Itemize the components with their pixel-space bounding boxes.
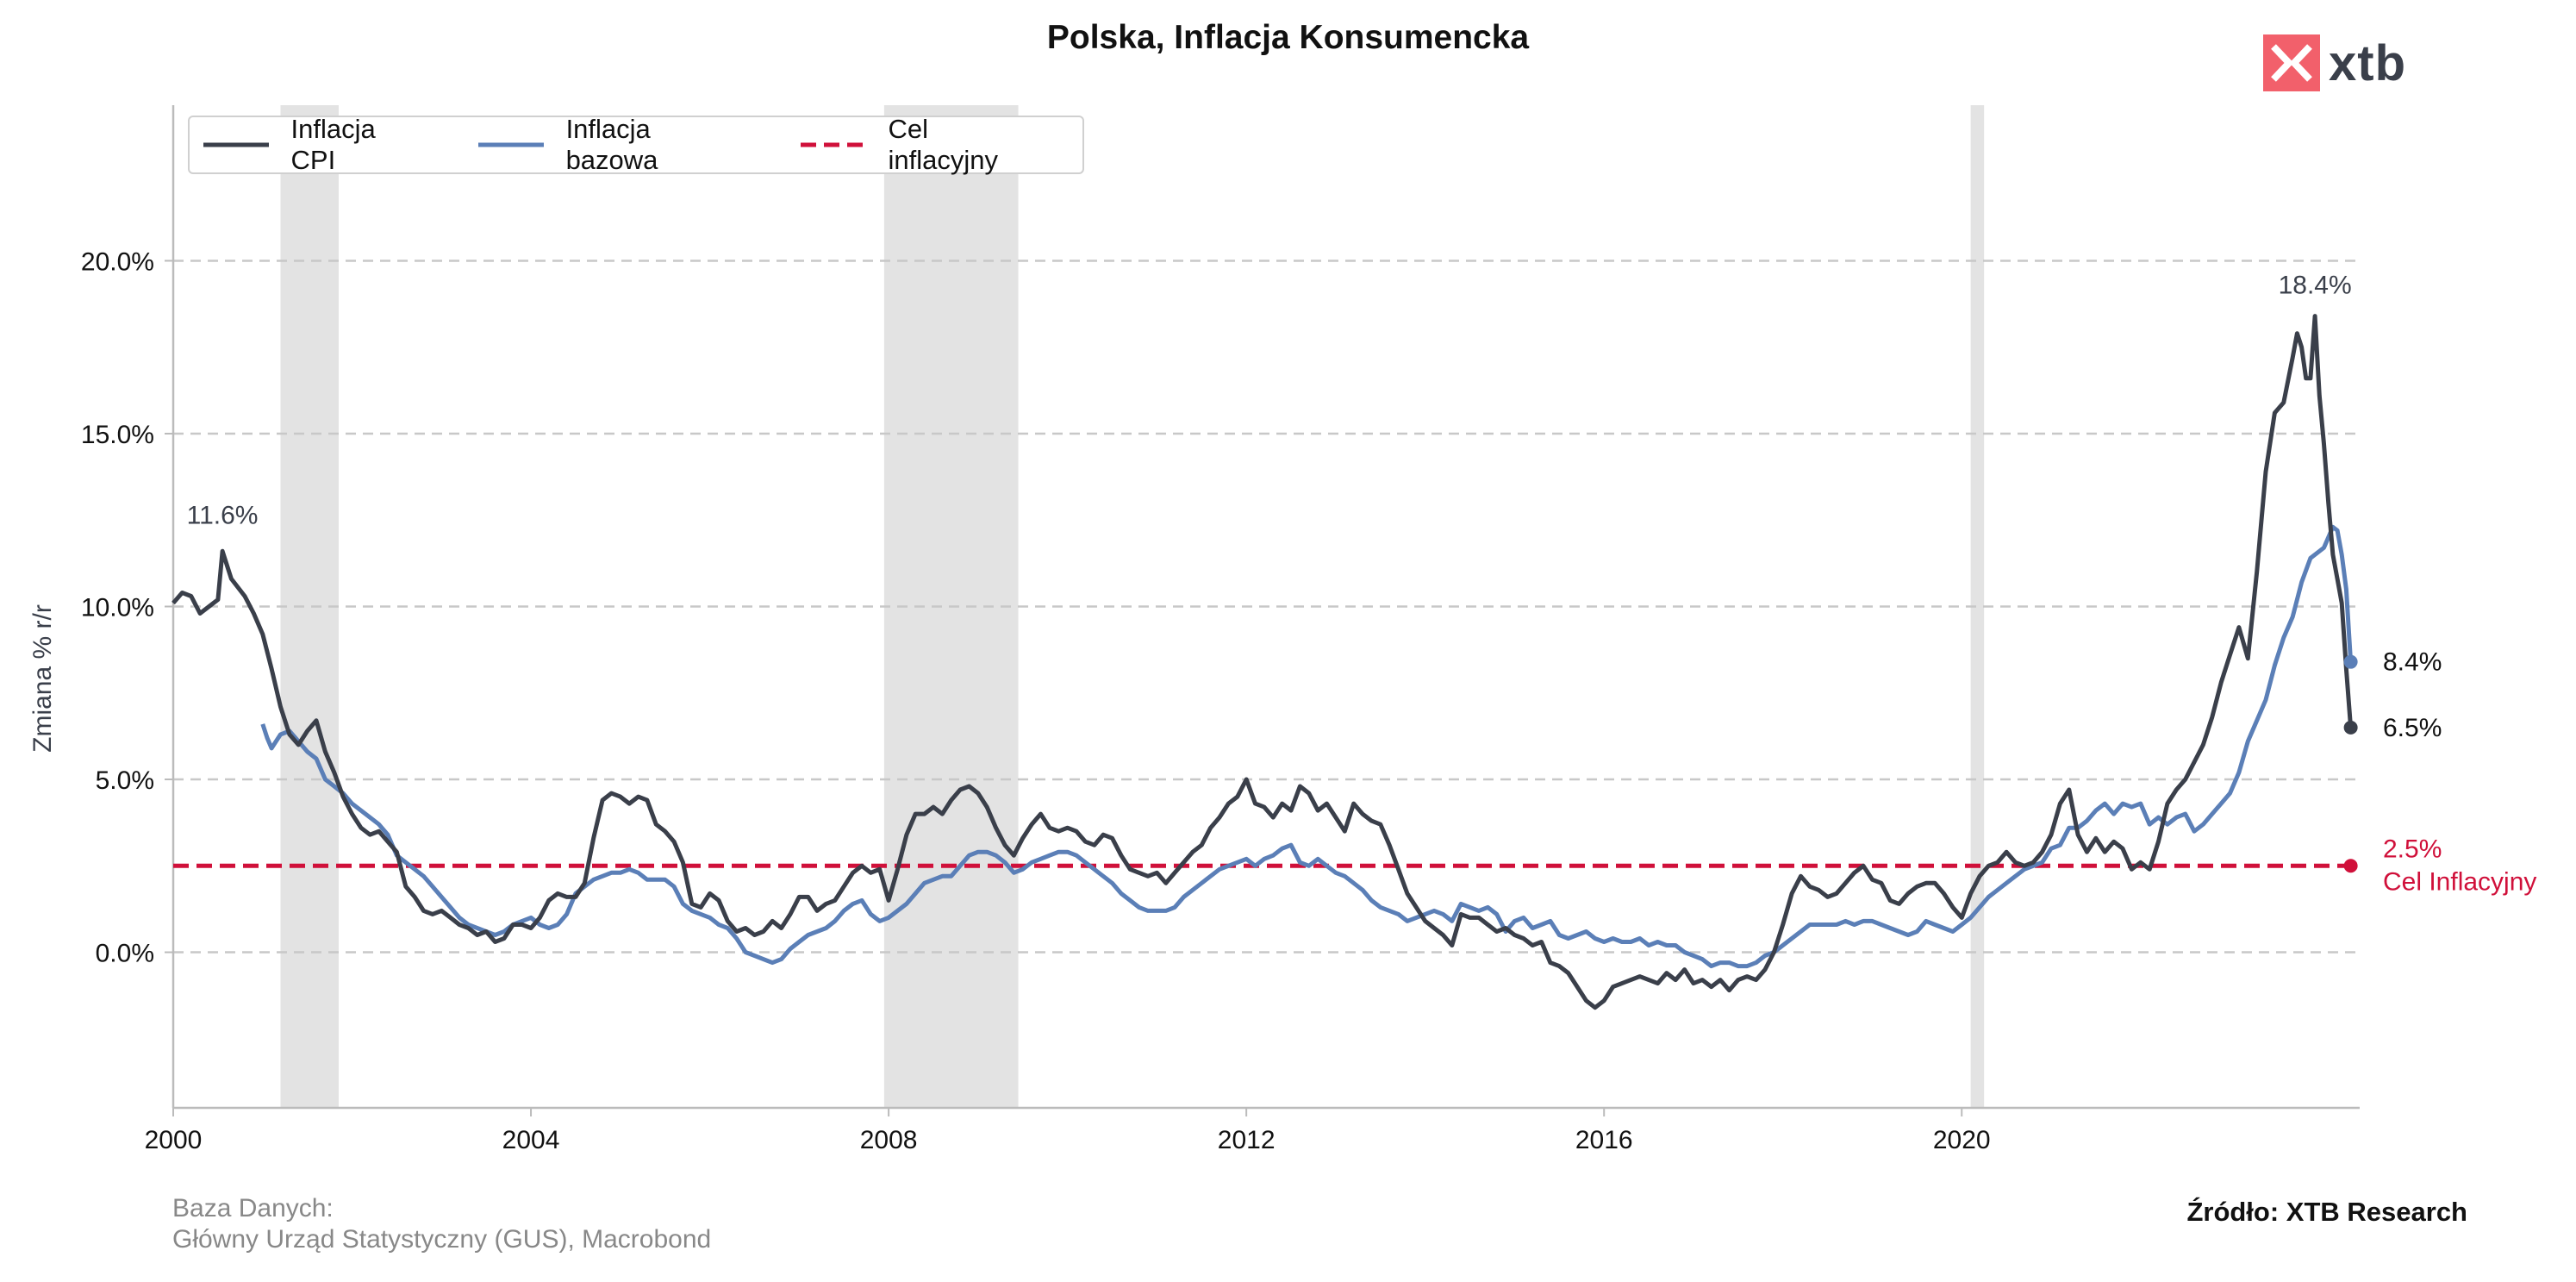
gridlines xyxy=(173,260,2360,954)
data-label-core-last: 8.4% xyxy=(2383,648,2442,677)
x-tick-label-2: 2008 xyxy=(860,1126,918,1154)
source-credit: Źródło: XTB Research xyxy=(2186,1197,2467,1227)
x-tick-label-1: 2004 xyxy=(502,1126,560,1154)
y-tick-label-2: 10.0% xyxy=(81,594,154,622)
series-lines xyxy=(172,314,2354,1010)
data-labels: 11.6% 18.4% 8.4% 6.5% 2.5% Cel Inflacyjny xyxy=(187,272,2537,897)
y-tick-label-4: 20.0% xyxy=(81,247,154,276)
data-source: Baza Danych: Główny Urząd Statystyczny (… xyxy=(172,1193,711,1255)
x-tick-label-0: 2000 xyxy=(145,1126,203,1154)
x-tick-label-3: 2012 xyxy=(1218,1126,1276,1154)
y-tick-label-3: 15.0% xyxy=(81,421,154,449)
legend: Inflacja CPI Inflacja bazowa Cel inflacy… xyxy=(188,114,1084,176)
data-source-label: Baza Danych: xyxy=(172,1194,334,1223)
series-line-cpi xyxy=(172,314,2354,1010)
y-axis-label: Zmiana % r/r xyxy=(28,604,57,753)
y-tick-label-1: 5.0% xyxy=(96,766,154,795)
data-label-peak-2000: 11.6% xyxy=(187,501,259,529)
chart-title: Polska, Inflacja Konsumencka xyxy=(1046,19,1530,56)
series-line-core-end-marker xyxy=(2343,654,2358,669)
recession-band-2 xyxy=(1970,105,1985,1108)
legend-label-target: Cel inflacyjny xyxy=(888,114,998,175)
data-label-cpi-last: 6.5% xyxy=(2383,714,2442,742)
legend-label-cpi: Inflacja CPI xyxy=(290,114,376,175)
series-line-core xyxy=(260,524,2354,969)
legend-item-target: Cel inflacyjny xyxy=(799,114,1045,176)
x-tick-label-5: 2020 xyxy=(1933,1126,1991,1154)
xtb-logo: xtb xyxy=(2263,34,2406,91)
data-label-peak-2023: 18.4% xyxy=(2279,272,2352,300)
xtb-logo-mark xyxy=(2263,34,2320,91)
data-source-names: Główny Urząd Statystyczny (GUS), Macrobo… xyxy=(172,1225,712,1254)
legend-item-core: Inflacja bazowa xyxy=(477,114,749,176)
y-tick-label-0: 0.0% xyxy=(96,940,154,968)
legend-item-cpi: Inflacja CPI xyxy=(202,114,427,176)
series-line-cpi-end-marker xyxy=(2343,720,2358,735)
data-label-target-value: 2.5% xyxy=(2383,835,2442,863)
legend-label-core: Inflacja bazowa xyxy=(565,114,658,175)
marker-target xyxy=(2343,859,2358,873)
x-tick-label-4: 2016 xyxy=(1575,1126,1633,1154)
end-markers xyxy=(2343,654,2358,873)
xtb-logo-text: xtb xyxy=(2329,34,2406,91)
axes: 0.0% 5.0% 10.0% 15.0% 20.0% 2000 2004 2008 2012 2… xyxy=(81,105,2360,1154)
data-label-target-name: Cel Inflacyjny xyxy=(2383,867,2536,896)
